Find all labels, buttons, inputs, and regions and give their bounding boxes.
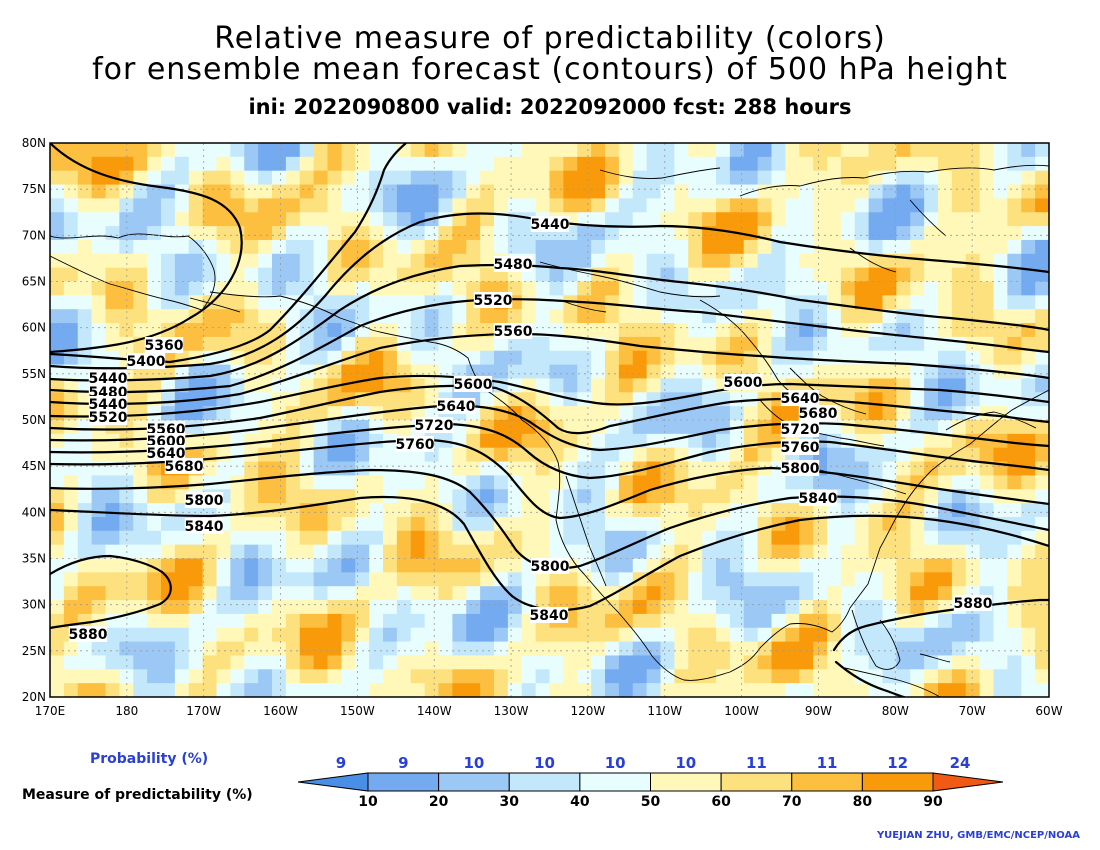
colorbar-tick-label: 30	[500, 794, 520, 810]
colorbar-segment	[861, 772, 934, 792]
colorbar-tick-label: 70	[782, 794, 802, 810]
lat-tick-label: 45N	[22, 459, 46, 473]
lon-tick-label: 150W	[340, 704, 375, 718]
lon-tick-label: 80W	[882, 704, 909, 718]
contour-label: 5520	[474, 293, 513, 309]
contour-label: 5680	[165, 459, 204, 475]
contour-label: 5360	[145, 338, 184, 354]
probability-value: 10	[605, 754, 626, 772]
colorbar-segment	[579, 772, 651, 792]
contour-label: 5760	[396, 437, 435, 453]
chart-title-line2: for ensemble mean forecast (contours) of…	[92, 52, 1008, 87]
contour-label: 5840	[530, 608, 569, 624]
chart-title-line1: Relative measure of predictability (colo…	[214, 21, 886, 56]
probability-value: 24	[950, 754, 971, 772]
contour-label: 5840	[185, 519, 224, 535]
contour-label: 5680	[799, 406, 838, 422]
lon-tick-label: 60W	[1035, 704, 1062, 718]
lon-tick-label: 120W	[571, 704, 606, 718]
contour-label: 5800	[531, 559, 570, 575]
colorbar-segment	[720, 772, 793, 792]
contour-label: 5520	[89, 410, 128, 426]
contour-label: 5400	[127, 354, 166, 370]
axis-ticks: 80N75N70N65N60N55N50N45N40N35N30N25N20N1…	[22, 136, 1063, 718]
lon-tick-label: 140W	[417, 704, 452, 718]
plot-frame	[49, 142, 1050, 698]
contour-label: 5560	[494, 324, 533, 340]
colorbar-tick-label: 10	[358, 794, 378, 810]
colorbar-segment	[508, 772, 581, 792]
lat-tick-label: 55N	[22, 367, 46, 381]
lon-tick-label: 70W	[959, 704, 986, 718]
colorbar-segment	[438, 772, 510, 792]
contour-label: 5720	[781, 422, 820, 438]
credit-text: YUEJIAN ZHU, GMB/EMC/NCEP/NOAA	[876, 830, 1080, 841]
colorbar-segment	[932, 772, 1004, 792]
contour-label: 5440	[89, 371, 128, 387]
colorbar-segment	[650, 772, 722, 792]
contour-label: 5840	[799, 491, 838, 507]
lat-tick-label: 25N	[22, 644, 46, 658]
contour-label: 5600	[724, 375, 763, 391]
colorbar-tick-label: 40	[570, 794, 590, 810]
contour-label: 5600	[454, 377, 493, 393]
contour-label: 5800	[781, 461, 820, 477]
probability-value: 10	[464, 754, 485, 772]
probability-value: 10	[534, 754, 555, 772]
lat-tick-label: 35N	[22, 552, 46, 566]
contour-label: 5440	[531, 217, 570, 233]
lon-tick-label: 160W	[263, 704, 298, 718]
lat-tick-label: 80N	[22, 136, 46, 150]
contour-label: 5640	[781, 391, 820, 407]
probability-value: 12	[887, 754, 908, 772]
lon-tick-label: 180	[115, 704, 138, 718]
lat-tick-label: 30N	[22, 598, 46, 612]
colorbar-tick-label: 80	[853, 794, 873, 810]
colorbar-tick-label: 90	[923, 794, 943, 810]
chart-subtitle: ini: 2022090800 valid: 2022092000 fcst: …	[248, 95, 852, 119]
colorbar-segment	[297, 772, 369, 792]
lon-tick-label: 110W	[647, 704, 682, 718]
contour-label: 5760	[781, 440, 820, 456]
lat-tick-label: 20N	[22, 690, 46, 704]
lon-tick-label: 100W	[724, 704, 759, 718]
contour-label: 5800	[185, 493, 224, 509]
contour-label: 5880	[954, 596, 993, 612]
colorbar-tick-label: 60	[711, 794, 731, 810]
measure-label: Measure of predictability (%)	[22, 787, 253, 803]
probability-value: 10	[675, 754, 696, 772]
lat-tick-label: 40N	[22, 505, 46, 519]
contour-labels: 5360540054405480548054405440552055205560…	[69, 216, 993, 643]
lon-tick-label: 130W	[494, 704, 529, 718]
lat-tick-label: 60N	[22, 321, 46, 335]
probability-value: 11	[817, 754, 838, 772]
contour-label: 5720	[415, 418, 454, 434]
colorbar-tick-label: 20	[429, 794, 449, 810]
colorbar-tick-label: 50	[641, 794, 661, 810]
contour-label: 5480	[494, 257, 533, 273]
lat-tick-label: 75N	[22, 182, 46, 196]
probability-value: 11	[746, 754, 767, 772]
lat-tick-label: 65N	[22, 275, 46, 289]
lat-tick-label: 70N	[22, 228, 46, 242]
colorbar: 9 9 10 10 10 10 11 11 12 24 10 20 30 40 50 60 70 80 90	[297, 754, 1004, 810]
colorbar-segment	[791, 772, 863, 792]
lat-tick-label: 50N	[22, 413, 46, 427]
lon-tick-label: 90W	[805, 704, 832, 718]
colorbar-segment	[367, 772, 440, 792]
lon-tick-label: 170E	[35, 704, 66, 718]
probability-label: Probability (%)	[90, 751, 209, 767]
contour-label: 5640	[437, 399, 476, 415]
lon-tick-label: 170W	[186, 704, 221, 718]
contour-label: 5880	[69, 627, 108, 643]
probability-value: 9	[398, 754, 408, 772]
probability-value: 9	[336, 754, 346, 772]
